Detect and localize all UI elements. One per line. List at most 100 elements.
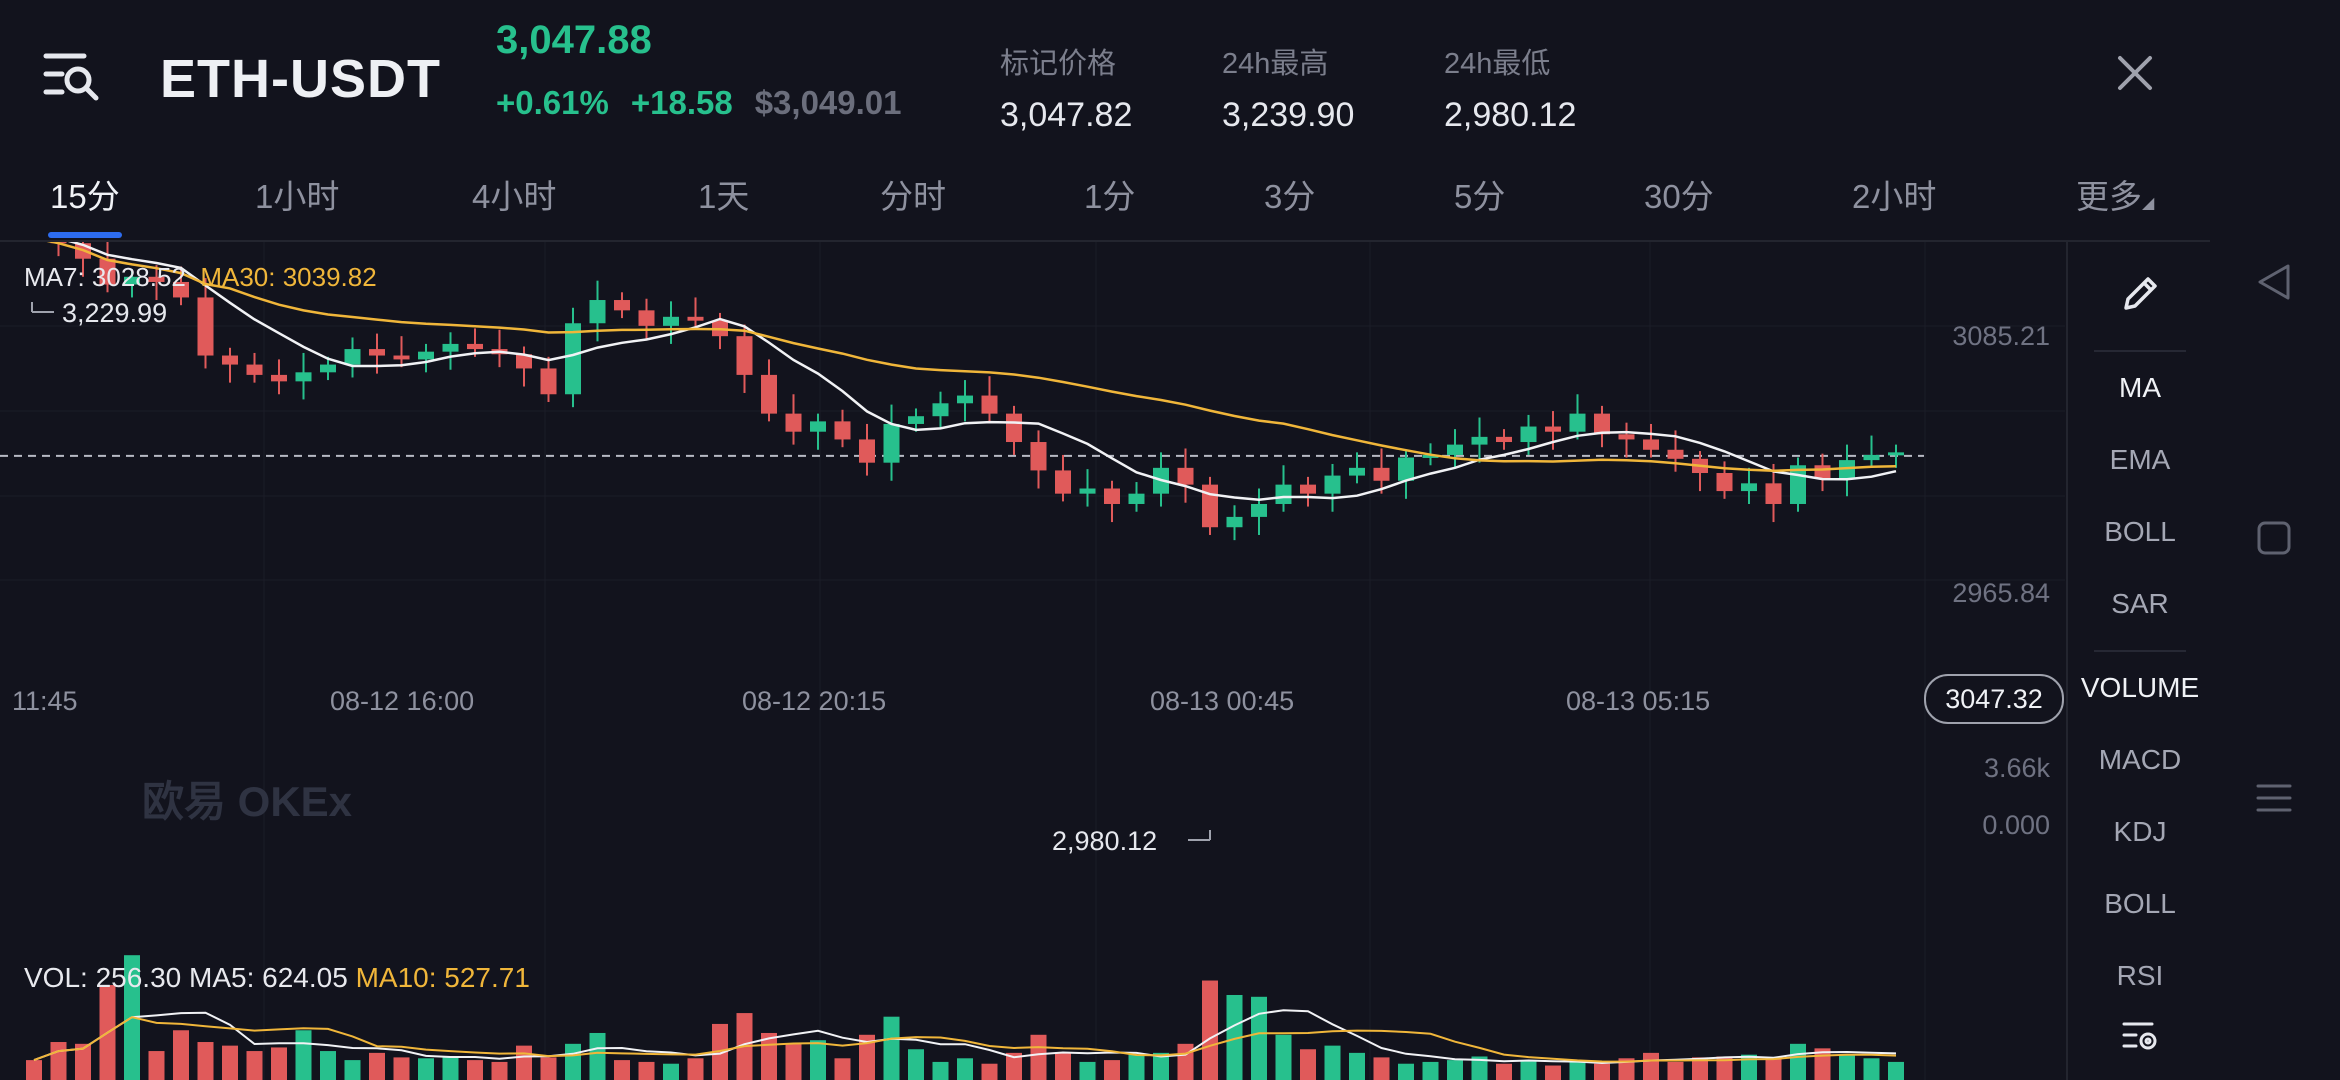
candle-body: [663, 316, 679, 326]
candle-body: [908, 416, 924, 424]
back-triangle-icon[interactable]: [2256, 262, 2292, 307]
stat-value: 3,239.90: [1222, 96, 1355, 134]
volume-bar: [26, 1060, 42, 1080]
volume-bar: [1888, 1061, 1904, 1080]
candle-body: [687, 316, 704, 321]
candle-body: [614, 300, 630, 311]
volume-bar: [1226, 994, 1243, 1080]
tab-1d[interactable]: 1天: [698, 178, 750, 215]
volume-bar: [1349, 1052, 1365, 1080]
volume-bar: [1324, 1045, 1341, 1080]
volume-bar: [197, 1042, 214, 1080]
candle-body: [1398, 457, 1414, 481]
indicator-ema[interactable]: EMA: [2109, 444, 2171, 475]
candle-body: [99, 258, 116, 285]
volume-bar: [295, 1030, 312, 1080]
volume-bar: [75, 1043, 91, 1080]
candle-body: [1765, 483, 1782, 504]
indicator-boll-main[interactable]: BOLL: [2104, 516, 2176, 547]
volume-bar: [614, 1060, 630, 1080]
volume-bar: [1128, 1054, 1145, 1080]
candle-body: [1251, 503, 1267, 517]
candle-body: [1006, 413, 1022, 443]
vol-value: VOL: 256.30: [24, 962, 182, 993]
indicator-ma[interactable]: MA: [2119, 372, 2161, 403]
candle-body: [1104, 488, 1120, 504]
volume-axis-label: 0.000: [1982, 810, 2050, 840]
candle-body: [785, 413, 802, 432]
volume-bar: [957, 1058, 973, 1080]
tab-timeline[interactable]: 分时: [880, 178, 946, 215]
candle-body: [1128, 493, 1145, 504]
ma7-line: [67, 242, 1897, 502]
tab-1m[interactable]: 1分: [1084, 178, 1136, 215]
volume-bar: [1618, 1058, 1635, 1080]
candle-body: [1447, 444, 1463, 455]
settings-list-icon[interactable]: [2068, 1016, 2212, 1063]
candle-body: [957, 395, 973, 404]
vol-ma5-line: [33, 1009, 1897, 1065]
tab-1h[interactable]: 1小时: [255, 178, 340, 215]
recents-lines-icon[interactable]: [2256, 780, 2292, 821]
indicator-rsi[interactable]: RSI: [2116, 960, 2164, 988]
vol-ma5: MA5: 624.05: [189, 962, 348, 993]
candle-body: [1373, 467, 1390, 481]
volume-bar: [173, 1030, 189, 1080]
candle-body: [124, 276, 140, 285]
volume-bar: [589, 1032, 606, 1080]
tab-4h[interactable]: 4小时: [472, 178, 557, 215]
stat-value: 2,980.12: [1444, 96, 1577, 134]
candle-body: [467, 343, 483, 350]
candle-body: [1202, 484, 1218, 528]
candle-body: [1422, 454, 1439, 458]
indicator-sar[interactable]: SAR: [2111, 588, 2169, 619]
last-price: 3,047.88: [496, 18, 652, 62]
volume-bar: [785, 1043, 802, 1080]
volume-bar: [1177, 1043, 1194, 1080]
candle-body: [320, 364, 336, 373]
indicator-kdj[interactable]: KDJ: [2113, 816, 2167, 847]
pencil-icon[interactable]: [2068, 272, 2212, 323]
tab-2h[interactable]: 2小时: [1852, 178, 1937, 215]
vol-ma10-line: [33, 1016, 1897, 1063]
high-24h-stat: 24h最高 3,239.90: [1222, 40, 1354, 135]
indicator-macd[interactable]: MACD: [2098, 744, 2182, 775]
indicator-volume[interactable]: VOLUME: [2080, 672, 2200, 703]
trading-pair-symbol[interactable]: ETH-USDT: [160, 49, 441, 109]
high-marker: 3,229.99: [31, 298, 167, 328]
candle-body: [834, 421, 851, 440]
candle-body: [1643, 439, 1659, 450]
close-icon[interactable]: [2108, 46, 2162, 100]
volume-bar: [540, 1057, 557, 1080]
candle-body: [859, 439, 875, 463]
candle-body: [1741, 483, 1757, 492]
low-marker-label: 2,980.12: [1052, 826, 1157, 856]
volume-bars: [26, 955, 1904, 1080]
volume-bar: [1447, 1060, 1463, 1080]
candle-body: [1618, 434, 1635, 440]
menu-search-icon[interactable]: [40, 46, 102, 108]
volume-bar: [1055, 1052, 1071, 1080]
tab-30m[interactable]: 30分: [1644, 178, 1714, 215]
change-percent: +0.61%: [496, 84, 609, 121]
volume-axis-label: 3.66k: [1984, 753, 2051, 783]
volume-bar: [1692, 1057, 1708, 1080]
volume-bar: [1520, 1060, 1537, 1080]
divider: [2094, 350, 2186, 352]
candle-body: [148, 276, 165, 282]
change-amount: +18.58: [630, 84, 733, 121]
volume-bar: [1741, 1054, 1757, 1080]
stat-label: 24h最高: [1222, 48, 1329, 80]
tab-5m[interactable]: 5分: [1454, 178, 1506, 215]
candle-body: [1079, 488, 1096, 494]
tab-15m[interactable]: 15分: [50, 178, 120, 215]
volume-bar: [565, 1043, 581, 1080]
home-square-icon[interactable]: [2256, 520, 2292, 561]
tab-more[interactable]: 更多◢: [2076, 170, 2154, 218]
usd-value: $3,049.01: [754, 84, 902, 121]
candle-body: [589, 300, 606, 324]
indicator-boll-sub[interactable]: BOLL: [2104, 888, 2176, 919]
candle-body: [1594, 413, 1610, 435]
tab-3m[interactable]: 3分: [1264, 178, 1316, 215]
